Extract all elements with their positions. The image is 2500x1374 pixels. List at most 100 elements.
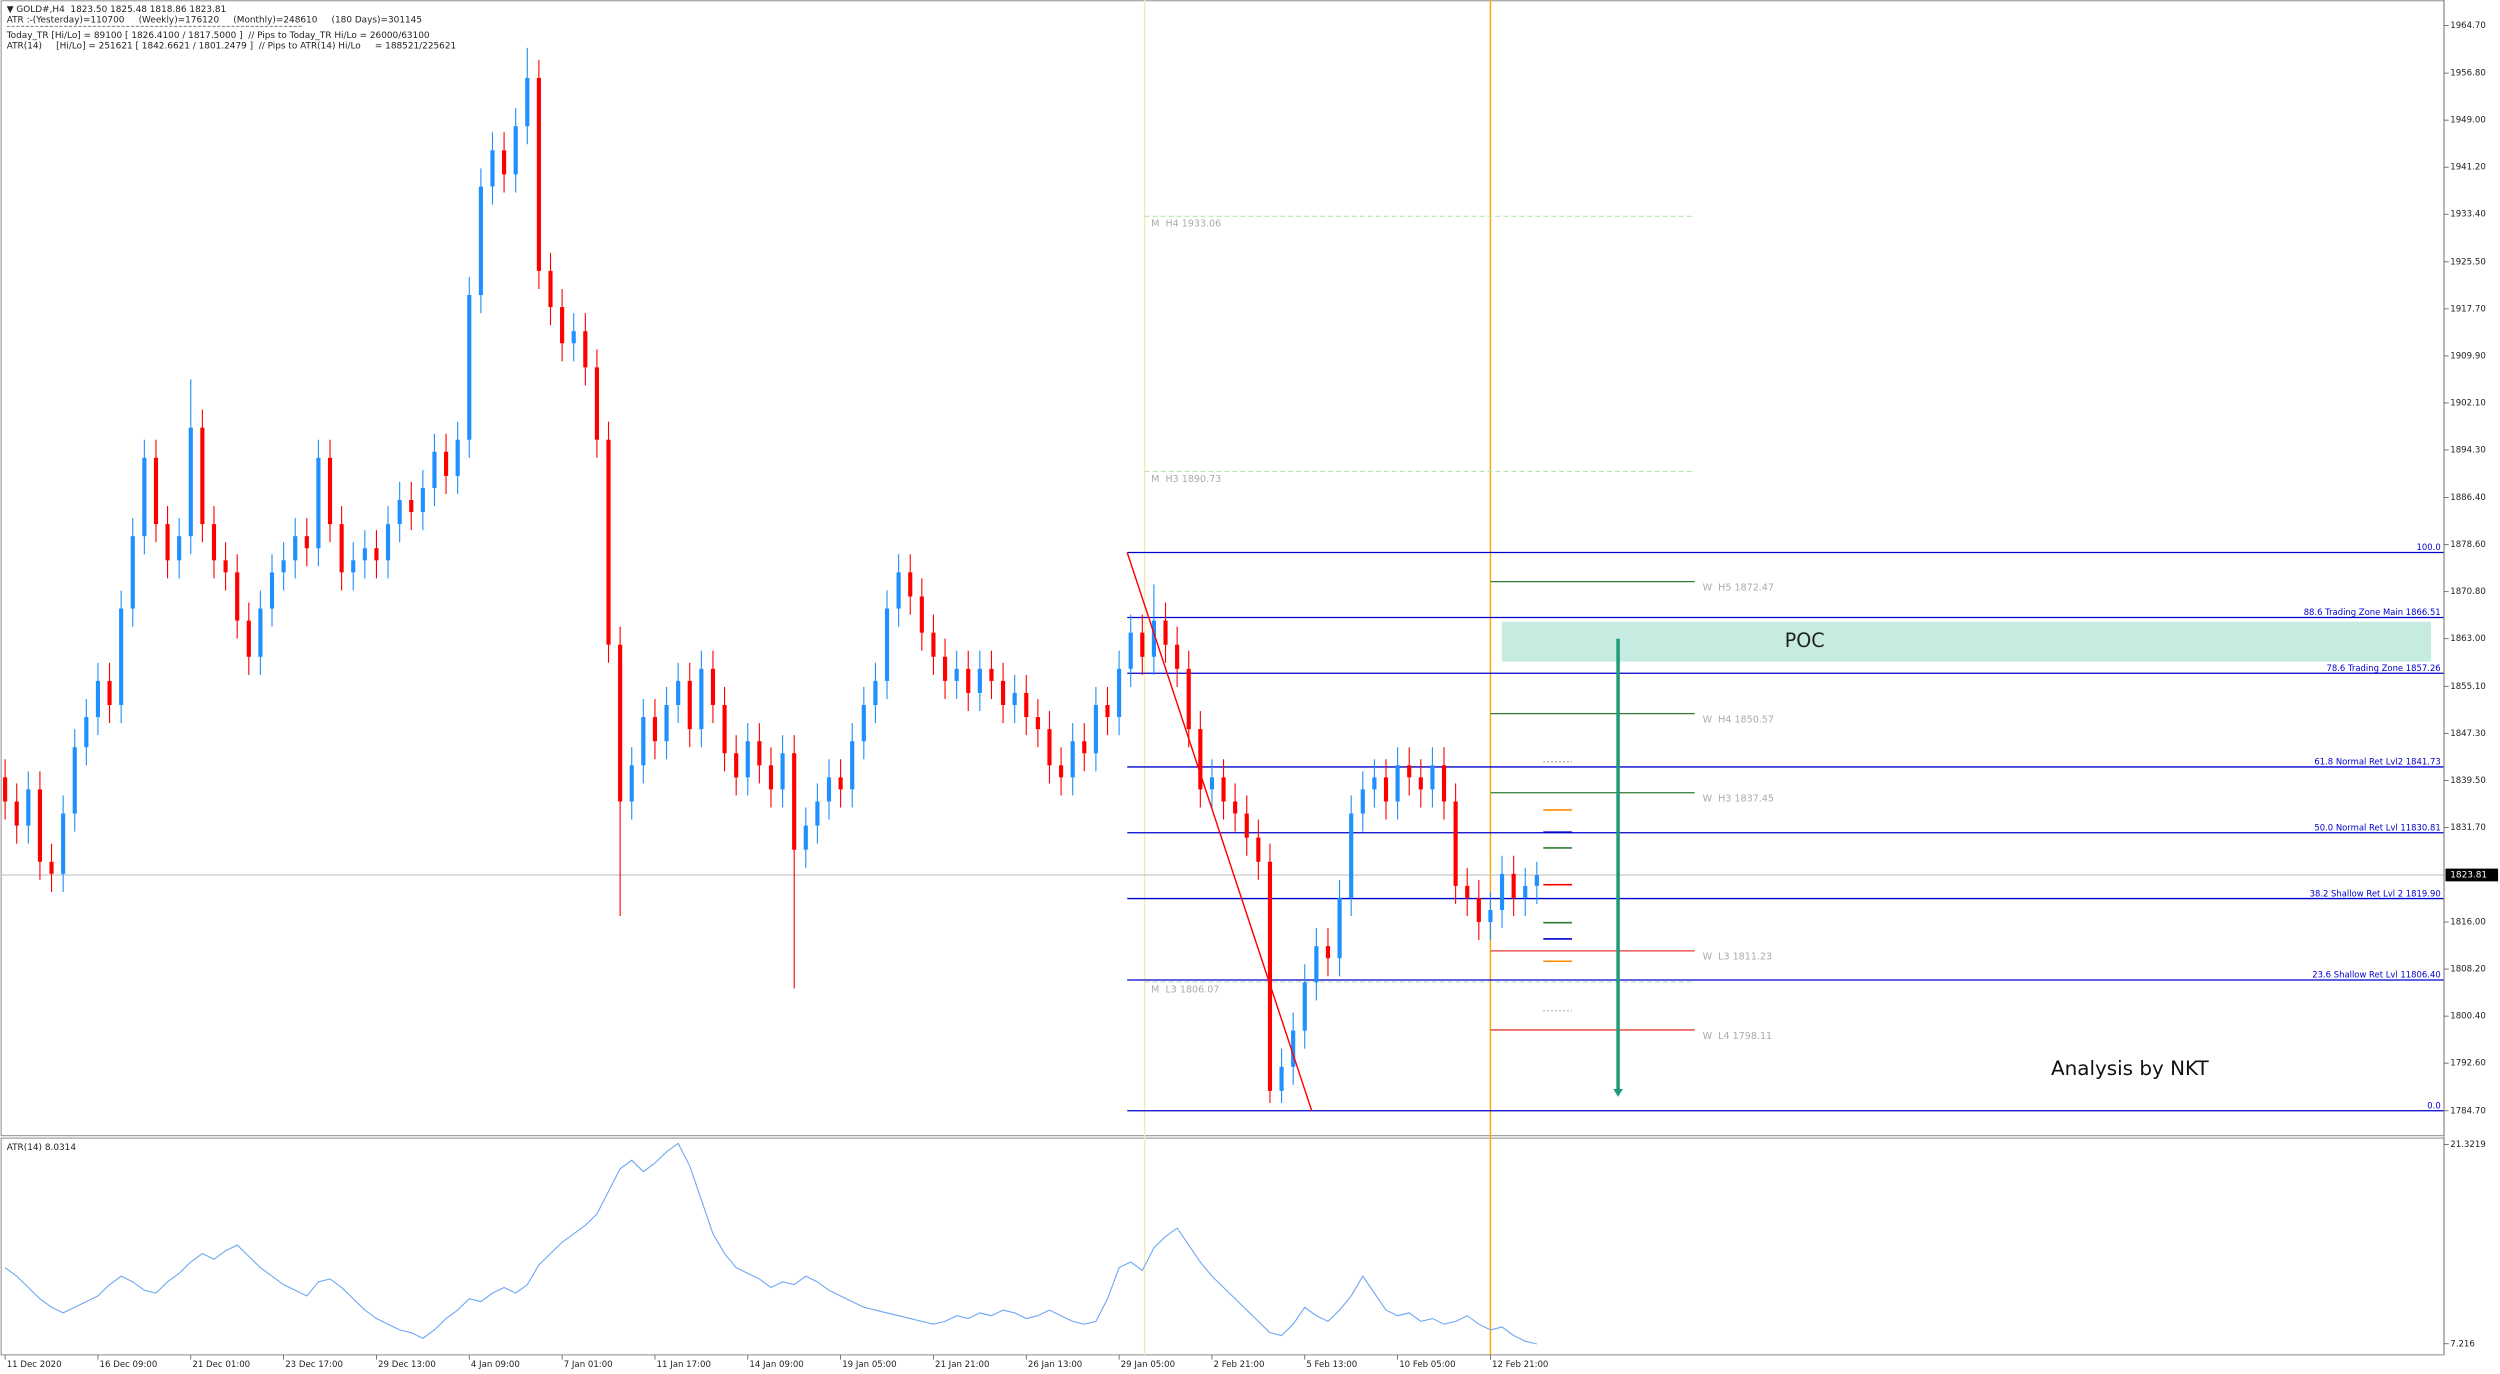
candle-body <box>745 741 750 778</box>
weekly-pivot-label: W H4 1850.57 <box>1703 715 1774 726</box>
fib-level-label: 78.6 Trading Zone 1857.26 <box>2327 663 2441 673</box>
candle-body <box>1059 765 1064 778</box>
main-pane <box>0 0 2446 1137</box>
y-tick-label: 1831.70 <box>2450 823 2486 833</box>
x-tick-label: 29 Dec 13:00 <box>378 1360 436 1370</box>
candle-body <box>200 427 205 525</box>
y-tick-label: 1847.30 <box>2450 729 2486 739</box>
candle-body <box>942 656 948 681</box>
candle-body <box>884 608 890 681</box>
candle-body <box>1279 1066 1284 1091</box>
candle-body <box>107 680 112 706</box>
info-line: ATR(14) [Hi/Lo] = 251621 [ 1842.6621 / 1… <box>7 41 456 51</box>
weekly-pivot-label: W H5 1872.47 <box>1703 582 1774 593</box>
candle-body <box>14 801 19 826</box>
y-tick-label: 1863.00 <box>2450 634 2486 644</box>
candle-body <box>455 439 460 476</box>
candle-body <box>177 536 182 561</box>
candle-body <box>26 789 31 826</box>
candle-body <box>443 451 449 476</box>
weekly-pivot-label: W H3 1837.45 <box>1703 794 1774 805</box>
candle-body <box>1175 644 1180 669</box>
candle-body <box>502 150 507 175</box>
candle-body <box>1430 765 1435 790</box>
candle-body <box>861 705 866 742</box>
candle-body <box>1291 1030 1296 1067</box>
candle-body <box>432 451 437 488</box>
y-tick-label: 1894.30 <box>2450 445 2486 455</box>
candle-body <box>142 457 147 537</box>
candle-body <box>1372 777 1377 790</box>
candle-body <box>1337 897 1342 959</box>
candle-body <box>1418 777 1423 790</box>
current-price-label: 1823.81 <box>2450 870 2487 880</box>
x-tick-label: 14 Jan 09:00 <box>749 1360 803 1370</box>
candle-body <box>1488 910 1493 923</box>
candle-body <box>362 548 367 561</box>
candle-body <box>977 668 982 693</box>
candle-body <box>618 644 623 802</box>
y-tick-label: 1902.10 <box>2450 398 2486 408</box>
candle-body <box>1163 620 1168 645</box>
candle-body <box>873 680 878 706</box>
candle-body <box>409 500 414 513</box>
candle-body <box>374 548 379 561</box>
candle-body <box>258 608 263 657</box>
candle-body <box>1093 705 1098 754</box>
candle-body <box>1302 982 1307 1031</box>
info-line: Today_TR [Hi/Lo] = 89100 [ 1826.4100 / 1… <box>6 31 430 41</box>
candle-body <box>780 753 785 790</box>
x-tick-label: 5 Feb 13:00 <box>1306 1360 1357 1370</box>
candle-body <box>989 668 994 681</box>
weekly-pivot-label: W L4 1798.11 <box>1703 1031 1772 1042</box>
fib-level-label: 50.0 Normal Ret Lvl 11830.81 <box>2314 822 2440 832</box>
candle-body <box>351 560 356 573</box>
y-tick-label: 1878.60 <box>2450 540 2486 550</box>
y-tick-label: 1792.60 <box>2450 1059 2486 1069</box>
candle-body <box>37 789 42 862</box>
candle-body <box>1140 632 1145 657</box>
candle-body <box>757 741 762 766</box>
candle-body <box>153 457 159 525</box>
candle-body <box>1325 946 1331 959</box>
candle-body <box>1082 741 1087 754</box>
x-tick-label: 29 Jan 05:00 <box>1121 1360 1175 1370</box>
price-axis <box>2444 0 2499 1374</box>
candle-body <box>84 717 89 748</box>
y-tick-label: 1941.20 <box>2450 163 2486 173</box>
candle-body <box>652 717 658 742</box>
candle-body <box>1314 946 1319 983</box>
y-tick-label: 1784.70 <box>2450 1106 2486 1116</box>
candle-body <box>606 439 611 645</box>
y-tick-label: 1816.00 <box>2450 918 2486 928</box>
y-tick-label: 1925.50 <box>2450 257 2486 267</box>
candle-body <box>664 705 669 742</box>
y-tick-label: 1800.40 <box>2450 1012 2486 1022</box>
candle-body <box>594 367 599 440</box>
y-tick-label: 1808.20 <box>2450 965 2486 975</box>
candle-body <box>304 536 309 549</box>
y-tick-label: 1964.70 <box>2450 21 2486 31</box>
candle-body <box>281 560 286 573</box>
y-tick-label: 1870.80 <box>2450 587 2486 597</box>
y-tick-label: 21.3219 <box>2450 1140 2486 1150</box>
atr-label: ATR(14) 8.0314 <box>7 1143 77 1153</box>
candle-body <box>269 572 275 609</box>
candle-body <box>1070 741 1075 778</box>
x-tick-label: 16 Dec 09:00 <box>100 1360 158 1370</box>
candle-body <box>3 777 8 802</box>
candle-body <box>327 457 333 525</box>
atr-line <box>4 1142 1537 1345</box>
candle-body <box>1117 668 1122 718</box>
candle-body <box>1151 620 1156 657</box>
candle-body <box>792 753 797 850</box>
candle-body <box>710 668 716 706</box>
candle-body <box>931 632 936 657</box>
candle-body <box>397 500 402 525</box>
candle-body <box>478 186 483 296</box>
candle-body <box>119 608 124 706</box>
candle-body <box>1523 885 1528 898</box>
candle-body <box>571 331 576 344</box>
